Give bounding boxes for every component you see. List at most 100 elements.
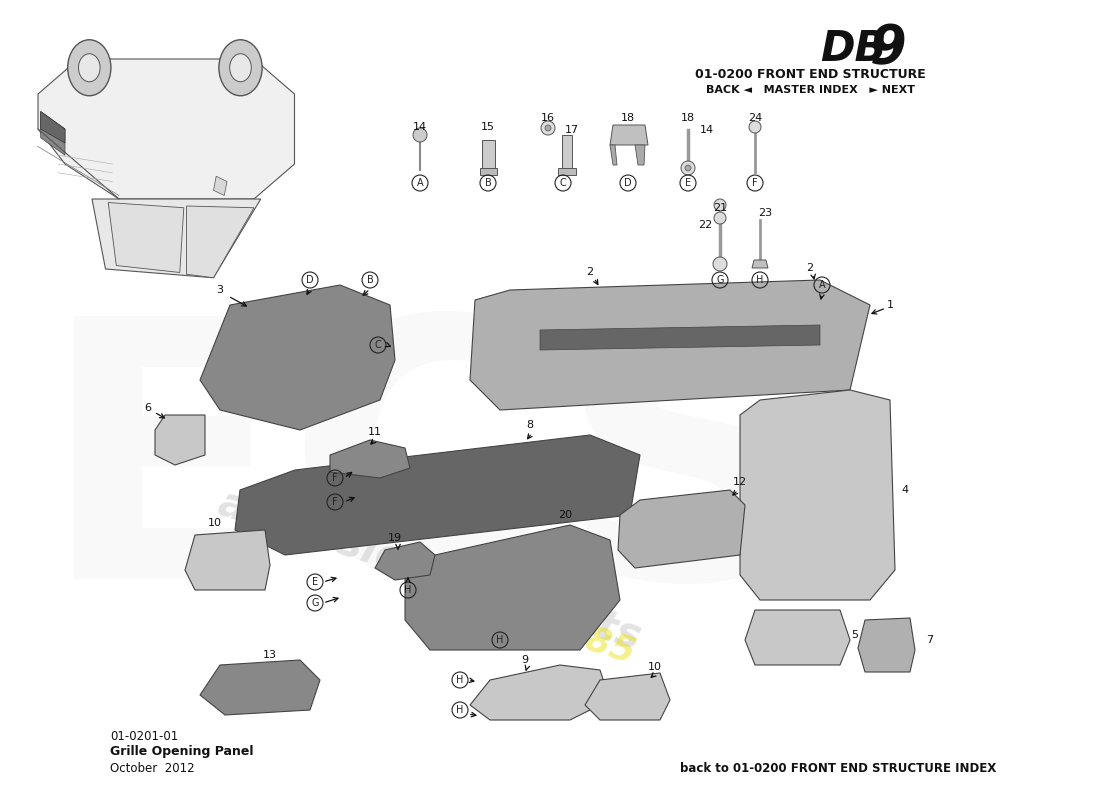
Text: a passion for parts: a passion for parts (213, 482, 647, 658)
Text: 8: 8 (527, 420, 534, 430)
Polygon shape (540, 325, 820, 350)
Circle shape (230, 54, 251, 82)
Circle shape (681, 161, 695, 175)
Text: 18: 18 (681, 113, 695, 123)
Polygon shape (39, 59, 295, 199)
Text: 21: 21 (713, 203, 727, 213)
Text: 3: 3 (217, 285, 223, 295)
Polygon shape (470, 665, 610, 720)
Polygon shape (200, 660, 320, 715)
Text: 5: 5 (851, 630, 858, 640)
Text: 15: 15 (481, 122, 495, 132)
Polygon shape (482, 140, 495, 170)
Text: G: G (716, 275, 724, 285)
Text: 16: 16 (541, 113, 556, 123)
Text: 01-0200 FRONT END STRUCTURE: 01-0200 FRONT END STRUCTURE (694, 68, 925, 81)
Text: E: E (685, 178, 691, 188)
Text: F: F (752, 178, 758, 188)
Text: 24: 24 (748, 113, 762, 123)
Polygon shape (610, 145, 617, 165)
Text: ECS: ECS (41, 306, 820, 654)
Polygon shape (752, 260, 768, 268)
Polygon shape (235, 435, 640, 555)
Text: since 1985: since 1985 (421, 570, 639, 670)
Circle shape (714, 212, 726, 224)
Text: G: G (311, 598, 319, 608)
Text: D: D (306, 275, 313, 285)
Text: 11: 11 (368, 427, 382, 437)
Text: 23: 23 (758, 208, 772, 218)
Text: B: B (366, 275, 373, 285)
Circle shape (685, 165, 691, 171)
Text: H: H (496, 635, 504, 645)
Text: Grille Opening Panel: Grille Opening Panel (110, 745, 253, 758)
Text: H: H (456, 705, 464, 715)
Polygon shape (558, 168, 576, 175)
Text: 19: 19 (388, 533, 403, 543)
Polygon shape (635, 145, 645, 165)
Polygon shape (41, 111, 65, 143)
Text: 4: 4 (901, 485, 909, 495)
Text: 10: 10 (208, 518, 222, 528)
Text: 2: 2 (806, 263, 814, 273)
Circle shape (714, 199, 726, 211)
Text: 6: 6 (144, 403, 152, 413)
Circle shape (541, 121, 556, 135)
Text: 14: 14 (412, 122, 427, 132)
Text: 22: 22 (697, 220, 712, 230)
Text: 9: 9 (521, 655, 529, 665)
Polygon shape (610, 125, 648, 145)
Text: A: A (818, 280, 825, 290)
Text: back to 01-0200 FRONT END STRUCTURE INDEX: back to 01-0200 FRONT END STRUCTURE INDE… (680, 762, 997, 775)
Text: 14: 14 (700, 125, 714, 135)
Text: 10: 10 (648, 662, 662, 672)
Text: F: F (332, 497, 338, 507)
Text: F: F (332, 473, 338, 483)
Text: E: E (312, 577, 318, 587)
Text: C: C (560, 178, 566, 188)
Text: B: B (485, 178, 492, 188)
Polygon shape (405, 525, 620, 650)
Text: 01-0201-01: 01-0201-01 (110, 730, 178, 743)
Polygon shape (41, 111, 65, 155)
Polygon shape (740, 390, 895, 600)
Text: 7: 7 (926, 635, 934, 645)
Polygon shape (585, 673, 670, 720)
Circle shape (412, 128, 427, 142)
Polygon shape (108, 202, 184, 273)
Text: October  2012: October 2012 (110, 762, 195, 775)
Text: 9: 9 (870, 22, 906, 74)
Text: 1: 1 (887, 300, 893, 310)
Polygon shape (480, 168, 497, 175)
Polygon shape (745, 610, 850, 665)
Text: BACK ◄   MASTER INDEX   ► NEXT: BACK ◄ MASTER INDEX ► NEXT (705, 85, 914, 95)
Text: 2: 2 (586, 267, 594, 277)
Text: C: C (375, 340, 382, 350)
Text: 13: 13 (263, 650, 277, 660)
Text: H: H (405, 585, 411, 595)
Text: 17: 17 (565, 125, 579, 135)
Text: A: A (417, 178, 424, 188)
Text: D: D (624, 178, 631, 188)
Polygon shape (562, 135, 572, 170)
Polygon shape (618, 490, 745, 568)
Polygon shape (185, 530, 270, 590)
Text: DB: DB (820, 28, 887, 70)
Text: H: H (456, 675, 464, 685)
Text: 12: 12 (733, 477, 747, 487)
Text: 18: 18 (620, 113, 635, 123)
Circle shape (219, 40, 262, 96)
Polygon shape (200, 285, 395, 430)
Circle shape (713, 257, 727, 271)
Circle shape (78, 54, 100, 82)
Polygon shape (858, 618, 915, 672)
Polygon shape (187, 206, 254, 278)
Circle shape (544, 125, 551, 131)
Polygon shape (470, 280, 870, 410)
Text: 20: 20 (558, 510, 572, 520)
Text: H: H (757, 275, 763, 285)
Polygon shape (155, 415, 205, 465)
Polygon shape (330, 440, 410, 478)
Polygon shape (213, 176, 227, 195)
Polygon shape (375, 542, 434, 580)
